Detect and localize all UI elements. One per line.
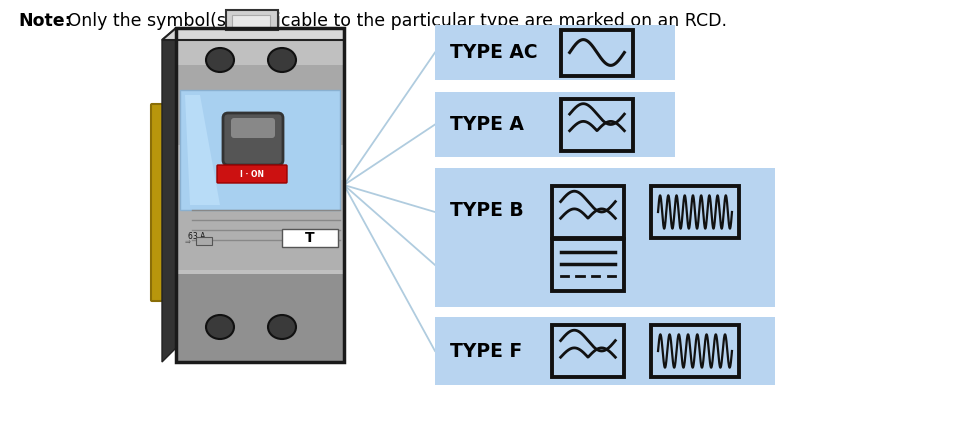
Bar: [651, 186, 739, 238]
Bar: [176, 65, 344, 145]
Ellipse shape: [206, 48, 234, 72]
Polygon shape: [162, 28, 176, 362]
FancyBboxPatch shape: [217, 165, 287, 183]
Bar: [232, 15, 270, 27]
Bar: [561, 29, 633, 76]
FancyBboxPatch shape: [151, 104, 175, 301]
Bar: [282, 229, 338, 247]
FancyBboxPatch shape: [223, 113, 283, 165]
FancyBboxPatch shape: [176, 28, 344, 362]
Bar: [651, 325, 739, 377]
Ellipse shape: [268, 315, 296, 339]
Bar: [176, 180, 344, 270]
Polygon shape: [162, 28, 344, 40]
FancyBboxPatch shape: [180, 90, 340, 210]
Text: Note:: Note:: [18, 12, 72, 30]
Text: TYPE F: TYPE F: [450, 341, 522, 360]
Text: TYPE A: TYPE A: [450, 115, 524, 134]
Bar: [435, 168, 775, 307]
Polygon shape: [185, 95, 220, 205]
Bar: [435, 25, 675, 80]
Bar: [552, 239, 624, 291]
Bar: [561, 99, 633, 150]
FancyBboxPatch shape: [231, 118, 275, 138]
Text: TYPE B: TYPE B: [450, 201, 523, 220]
Ellipse shape: [206, 315, 234, 339]
Bar: [196, 237, 212, 245]
Text: ⇒: ⇒: [185, 240, 191, 246]
Ellipse shape: [268, 48, 296, 72]
Text: 63 A: 63 A: [188, 232, 206, 241]
Bar: [552, 186, 624, 238]
Bar: [176, 274, 344, 362]
Bar: [226, 10, 278, 30]
Text: Only the symbol(s) applicable to the particular type are marked on an RCD.: Only the symbol(s) applicable to the par…: [62, 12, 727, 30]
Bar: [435, 92, 675, 157]
Text: TYPE AC: TYPE AC: [450, 43, 538, 62]
Bar: [552, 325, 624, 377]
Bar: [435, 317, 775, 385]
Text: T: T: [305, 231, 315, 245]
Text: I · ON: I · ON: [240, 169, 264, 179]
